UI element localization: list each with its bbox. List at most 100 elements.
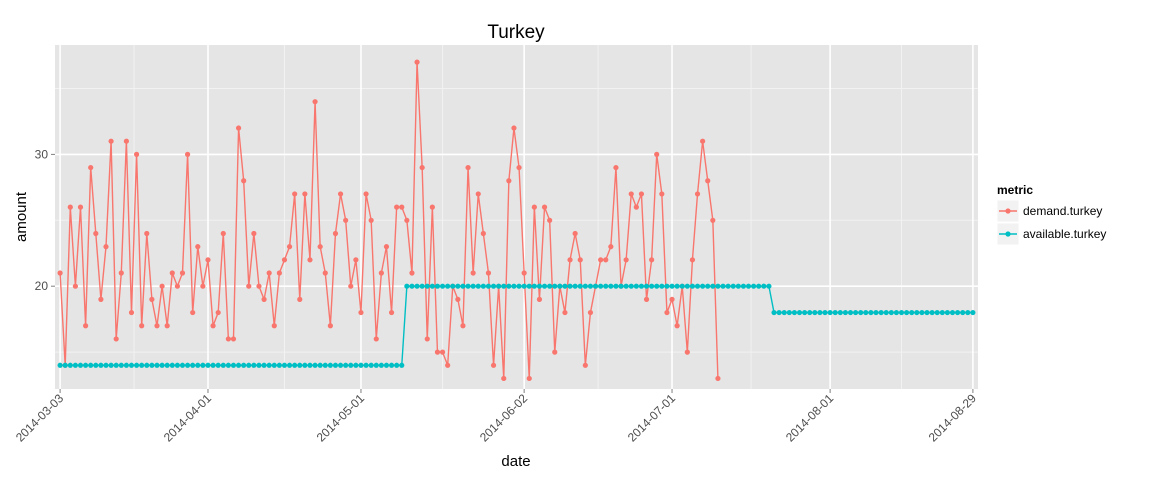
data-point-available-turkey — [623, 283, 629, 289]
data-point-available-turkey — [434, 283, 441, 289]
data-point-demand-turkey — [363, 191, 369, 197]
data-point-available-turkey — [184, 362, 191, 368]
data-point-available-turkey — [562, 283, 568, 289]
data-point-demand-turkey — [383, 244, 390, 250]
data-point-demand-turkey — [128, 309, 135, 316]
data-point-available-turkey — [970, 309, 976, 316]
data-point-demand-turkey — [572, 230, 578, 237]
data-point-available-turkey — [837, 309, 843, 316]
data-point-available-turkey — [429, 283, 435, 289]
data-point-available-turkey — [404, 283, 410, 289]
data-point-available-turkey — [297, 362, 303, 368]
data-point-demand-turkey — [271, 323, 277, 329]
data-point-available-turkey — [133, 362, 140, 368]
data-point-demand-turkey — [373, 336, 379, 342]
x-tick-label: 2014-05-01 — [314, 391, 368, 445]
data-point-available-turkey — [256, 362, 262, 368]
data-point-demand-turkey — [235, 125, 242, 131]
legend-title: metric — [997, 183, 1033, 197]
data-point-demand-turkey — [598, 257, 604, 263]
data-point-available-turkey — [847, 309, 854, 316]
data-point-demand-turkey — [700, 138, 706, 144]
data-point-available-turkey — [261, 362, 267, 368]
data-point-demand-turkey — [72, 283, 78, 289]
data-point-available-turkey — [868, 309, 874, 316]
data-point-demand-turkey — [399, 204, 405, 210]
data-point-demand-turkey — [378, 270, 384, 276]
data-point-demand-turkey — [322, 270, 328, 276]
data-point-demand-turkey — [261, 296, 267, 302]
x-tick-label: 2014-04-01 — [161, 391, 215, 445]
data-point-available-turkey — [766, 283, 772, 289]
data-point-demand-turkey — [184, 151, 191, 157]
data-point-demand-turkey — [669, 296, 675, 302]
data-point-available-turkey — [715, 283, 721, 289]
data-point-demand-turkey — [205, 257, 211, 263]
data-point-available-turkey — [776, 309, 782, 316]
data-point-available-turkey — [827, 309, 833, 316]
data-point-demand-turkey — [230, 336, 237, 342]
data-point-available-turkey — [164, 362, 170, 368]
legend-label: demand.turkey — [1023, 204, 1102, 218]
data-point-available-turkey — [327, 362, 333, 368]
data-point-demand-turkey — [190, 309, 196, 316]
data-point-available-turkey — [689, 283, 696, 289]
x-axis-title: date — [501, 453, 530, 470]
data-point-demand-turkey — [429, 204, 435, 210]
data-point-available-turkey — [139, 362, 145, 368]
data-point-demand-turkey — [149, 296, 155, 302]
data-point-available-turkey — [439, 283, 446, 289]
data-point-demand-turkey — [674, 323, 680, 329]
data-point-available-turkey — [740, 283, 747, 289]
data-point-available-turkey — [98, 362, 104, 368]
data-point-available-turkey — [292, 362, 298, 368]
data-point-available-turkey — [664, 283, 670, 289]
data-point-demand-turkey — [582, 362, 588, 368]
data-point-demand-turkey — [67, 204, 73, 210]
data-point-available-turkey — [751, 283, 757, 289]
data-point-demand-turkey — [337, 191, 344, 197]
data-point-available-turkey — [949, 309, 956, 316]
data-point-demand-turkey — [541, 204, 548, 210]
data-point-demand-turkey — [643, 296, 650, 302]
data-point-available-turkey — [817, 309, 823, 316]
data-point-available-turkey — [286, 362, 293, 368]
data-point-demand-turkey — [424, 336, 430, 342]
data-point-available-turkey — [215, 362, 221, 368]
data-point-demand-turkey — [123, 138, 129, 144]
data-point-demand-turkey — [118, 270, 124, 276]
data-point-demand-turkey — [103, 244, 109, 250]
data-point-available-turkey — [613, 283, 619, 289]
data-point-available-turkey — [144, 362, 150, 368]
data-point-available-turkey — [103, 362, 109, 368]
data-point-available-turkey — [83, 362, 89, 368]
data-point-available-turkey — [159, 362, 165, 368]
data-point-available-turkey — [944, 309, 951, 316]
data-point-available-turkey — [205, 362, 211, 368]
data-point-available-turkey — [939, 309, 945, 316]
data-point-demand-turkey — [154, 323, 160, 329]
data-point-demand-turkey — [281, 257, 288, 263]
x-tick-label: 2014-08-29 — [926, 391, 980, 445]
data-point-available-turkey — [679, 283, 685, 289]
data-point-available-turkey — [960, 309, 966, 316]
data-point-available-turkey — [113, 362, 119, 368]
data-point-available-turkey — [414, 283, 420, 289]
data-point-demand-turkey — [465, 164, 471, 171]
series-line-demand-turkey — [59, 61, 719, 380]
data-point-available-turkey — [531, 283, 537, 289]
data-point-demand-turkey — [241, 178, 247, 184]
data-point-available-turkey — [771, 309, 777, 316]
data-point-demand-turkey — [633, 204, 639, 210]
data-point-available-turkey — [659, 283, 665, 289]
data-point-available-turkey — [582, 283, 588, 289]
data-point-available-turkey — [781, 309, 787, 316]
data-point-available-turkey — [460, 283, 466, 289]
data-point-demand-turkey — [358, 309, 364, 316]
data-point-available-turkey — [383, 362, 390, 368]
data-point-demand-turkey — [659, 191, 665, 197]
data-point-demand-turkey — [108, 138, 114, 144]
data-point-available-turkey — [893, 309, 900, 316]
data-point-demand-turkey — [460, 323, 466, 329]
data-point-available-turkey — [552, 283, 558, 289]
